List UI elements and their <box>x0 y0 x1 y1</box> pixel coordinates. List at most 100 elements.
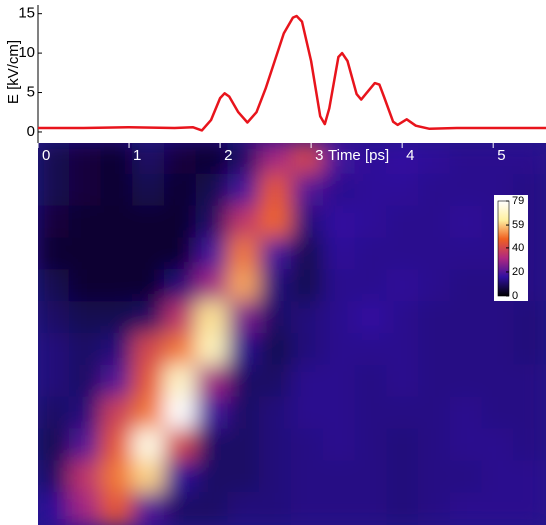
heatmap-cell <box>322 269 357 304</box>
heatmap-cell <box>195 301 230 335</box>
heatmap-cell <box>164 173 198 208</box>
heatmap-cell <box>513 301 546 335</box>
heatmap-cell <box>164 460 198 495</box>
heatmap-cell <box>195 143 230 176</box>
heatmap-cell <box>227 333 262 367</box>
heatmap-cell <box>418 333 452 367</box>
heatmap-cell <box>195 173 230 208</box>
heatmap-cell <box>132 396 166 431</box>
heatmap-cell <box>195 237 230 272</box>
heatmap-cell <box>227 173 262 208</box>
heatmap-cell <box>132 428 166 463</box>
heatmap-cell <box>513 333 546 367</box>
heatmap-cell <box>100 173 135 208</box>
heatmap-cell <box>259 428 293 463</box>
heatmap-cell <box>227 364 262 399</box>
y-tick-label: 10 <box>18 44 35 61</box>
heatmap-cell <box>386 143 420 176</box>
heatmap-cell <box>322 492 357 525</box>
heatmap-cell <box>164 269 198 304</box>
heatmap-cell <box>132 205 166 240</box>
heatmap-cell <box>291 237 325 272</box>
heatmap-cell <box>132 333 166 367</box>
heatmap-cell <box>259 237 293 272</box>
y-tick-label: 0 <box>27 123 35 140</box>
colorbar-tick-label: 79 <box>512 195 524 207</box>
x-tick-label: 0 <box>42 147 50 164</box>
heatmap-cell <box>38 269 71 304</box>
heatmap-cell <box>291 269 325 304</box>
colorbar-tick-label: 59 <box>512 219 524 231</box>
heatmap-cell <box>449 428 484 463</box>
heatmap-cell <box>68 460 103 495</box>
heatmap-cell <box>227 237 262 272</box>
heatmap-cell <box>259 301 293 335</box>
heatmap-cell <box>322 364 357 399</box>
heatmap-cell <box>513 396 546 431</box>
heatmap-cell <box>68 492 103 525</box>
heatmap-cell <box>38 333 71 367</box>
heatmap-cell <box>195 492 230 525</box>
y-tick-label: 15 <box>18 5 35 22</box>
heatmap-cell <box>259 205 293 240</box>
heatmap-cell <box>132 269 166 304</box>
heatmap-cell <box>68 428 103 463</box>
heatmap-cell <box>418 205 452 240</box>
heatmap-cell <box>100 460 135 495</box>
heatmap-cell <box>418 364 452 399</box>
heatmap-cell <box>291 460 325 495</box>
heatmap-cell <box>68 301 103 335</box>
heatmap-cell <box>164 237 198 272</box>
heatmap-cell <box>449 237 484 272</box>
heatmap-cell <box>259 333 293 367</box>
heatmap-cell <box>418 173 452 208</box>
heatmap-cell <box>100 301 135 335</box>
heatmap-cell <box>449 173 484 208</box>
heatmap-cell <box>449 396 484 431</box>
heatmap-cell <box>68 269 103 304</box>
heatmap-cell <box>418 396 452 431</box>
heatmap-cell <box>354 396 389 431</box>
heatmap-cell <box>100 364 135 399</box>
y-axis-label: E [kV/cm] <box>5 40 22 104</box>
heatmap-cell <box>513 460 546 495</box>
heatmap-cell <box>38 301 71 335</box>
heatmap-cell <box>195 364 230 399</box>
heatmap-cell <box>227 269 262 304</box>
heatmap-cell <box>259 143 293 176</box>
heatmap-cell <box>195 205 230 240</box>
heatmap-cell <box>227 492 262 525</box>
heatmap-cell <box>449 492 484 525</box>
heatmap-cell <box>513 492 546 525</box>
heatmap-cell <box>354 269 389 304</box>
heatmap-cell <box>386 173 420 208</box>
heatmap-cell <box>386 301 420 335</box>
heatmap-cell <box>513 364 546 399</box>
heatmap-cell <box>100 143 135 176</box>
heatmap-cell <box>100 428 135 463</box>
heatmap-cell <box>418 237 452 272</box>
heatmap-cell <box>132 301 166 335</box>
heatmap-cell <box>354 460 389 495</box>
heatmap-cell <box>164 301 198 335</box>
heatmap-cell <box>227 143 262 176</box>
heatmap-cell <box>449 269 484 304</box>
heatmap-cell <box>68 173 103 208</box>
heatmap-cell <box>227 428 262 463</box>
heatmap-cell <box>38 205 71 240</box>
heatmap-cell <box>38 460 71 495</box>
heatmap-cell <box>132 492 166 525</box>
heatmap-cell <box>38 492 71 525</box>
heatmap-cell <box>322 396 357 431</box>
colorbar <box>497 200 510 297</box>
heatmap-cell <box>386 364 420 399</box>
heatmap-cell <box>227 301 262 335</box>
heatmap-cell <box>38 428 71 463</box>
heatmap-cell <box>291 205 325 240</box>
heatmap-cell <box>354 173 389 208</box>
heatmap-cell <box>38 364 71 399</box>
heatmap-cell <box>259 173 293 208</box>
colorbar-tick-label: 40 <box>512 242 524 254</box>
heatmap-cell <box>481 143 516 176</box>
